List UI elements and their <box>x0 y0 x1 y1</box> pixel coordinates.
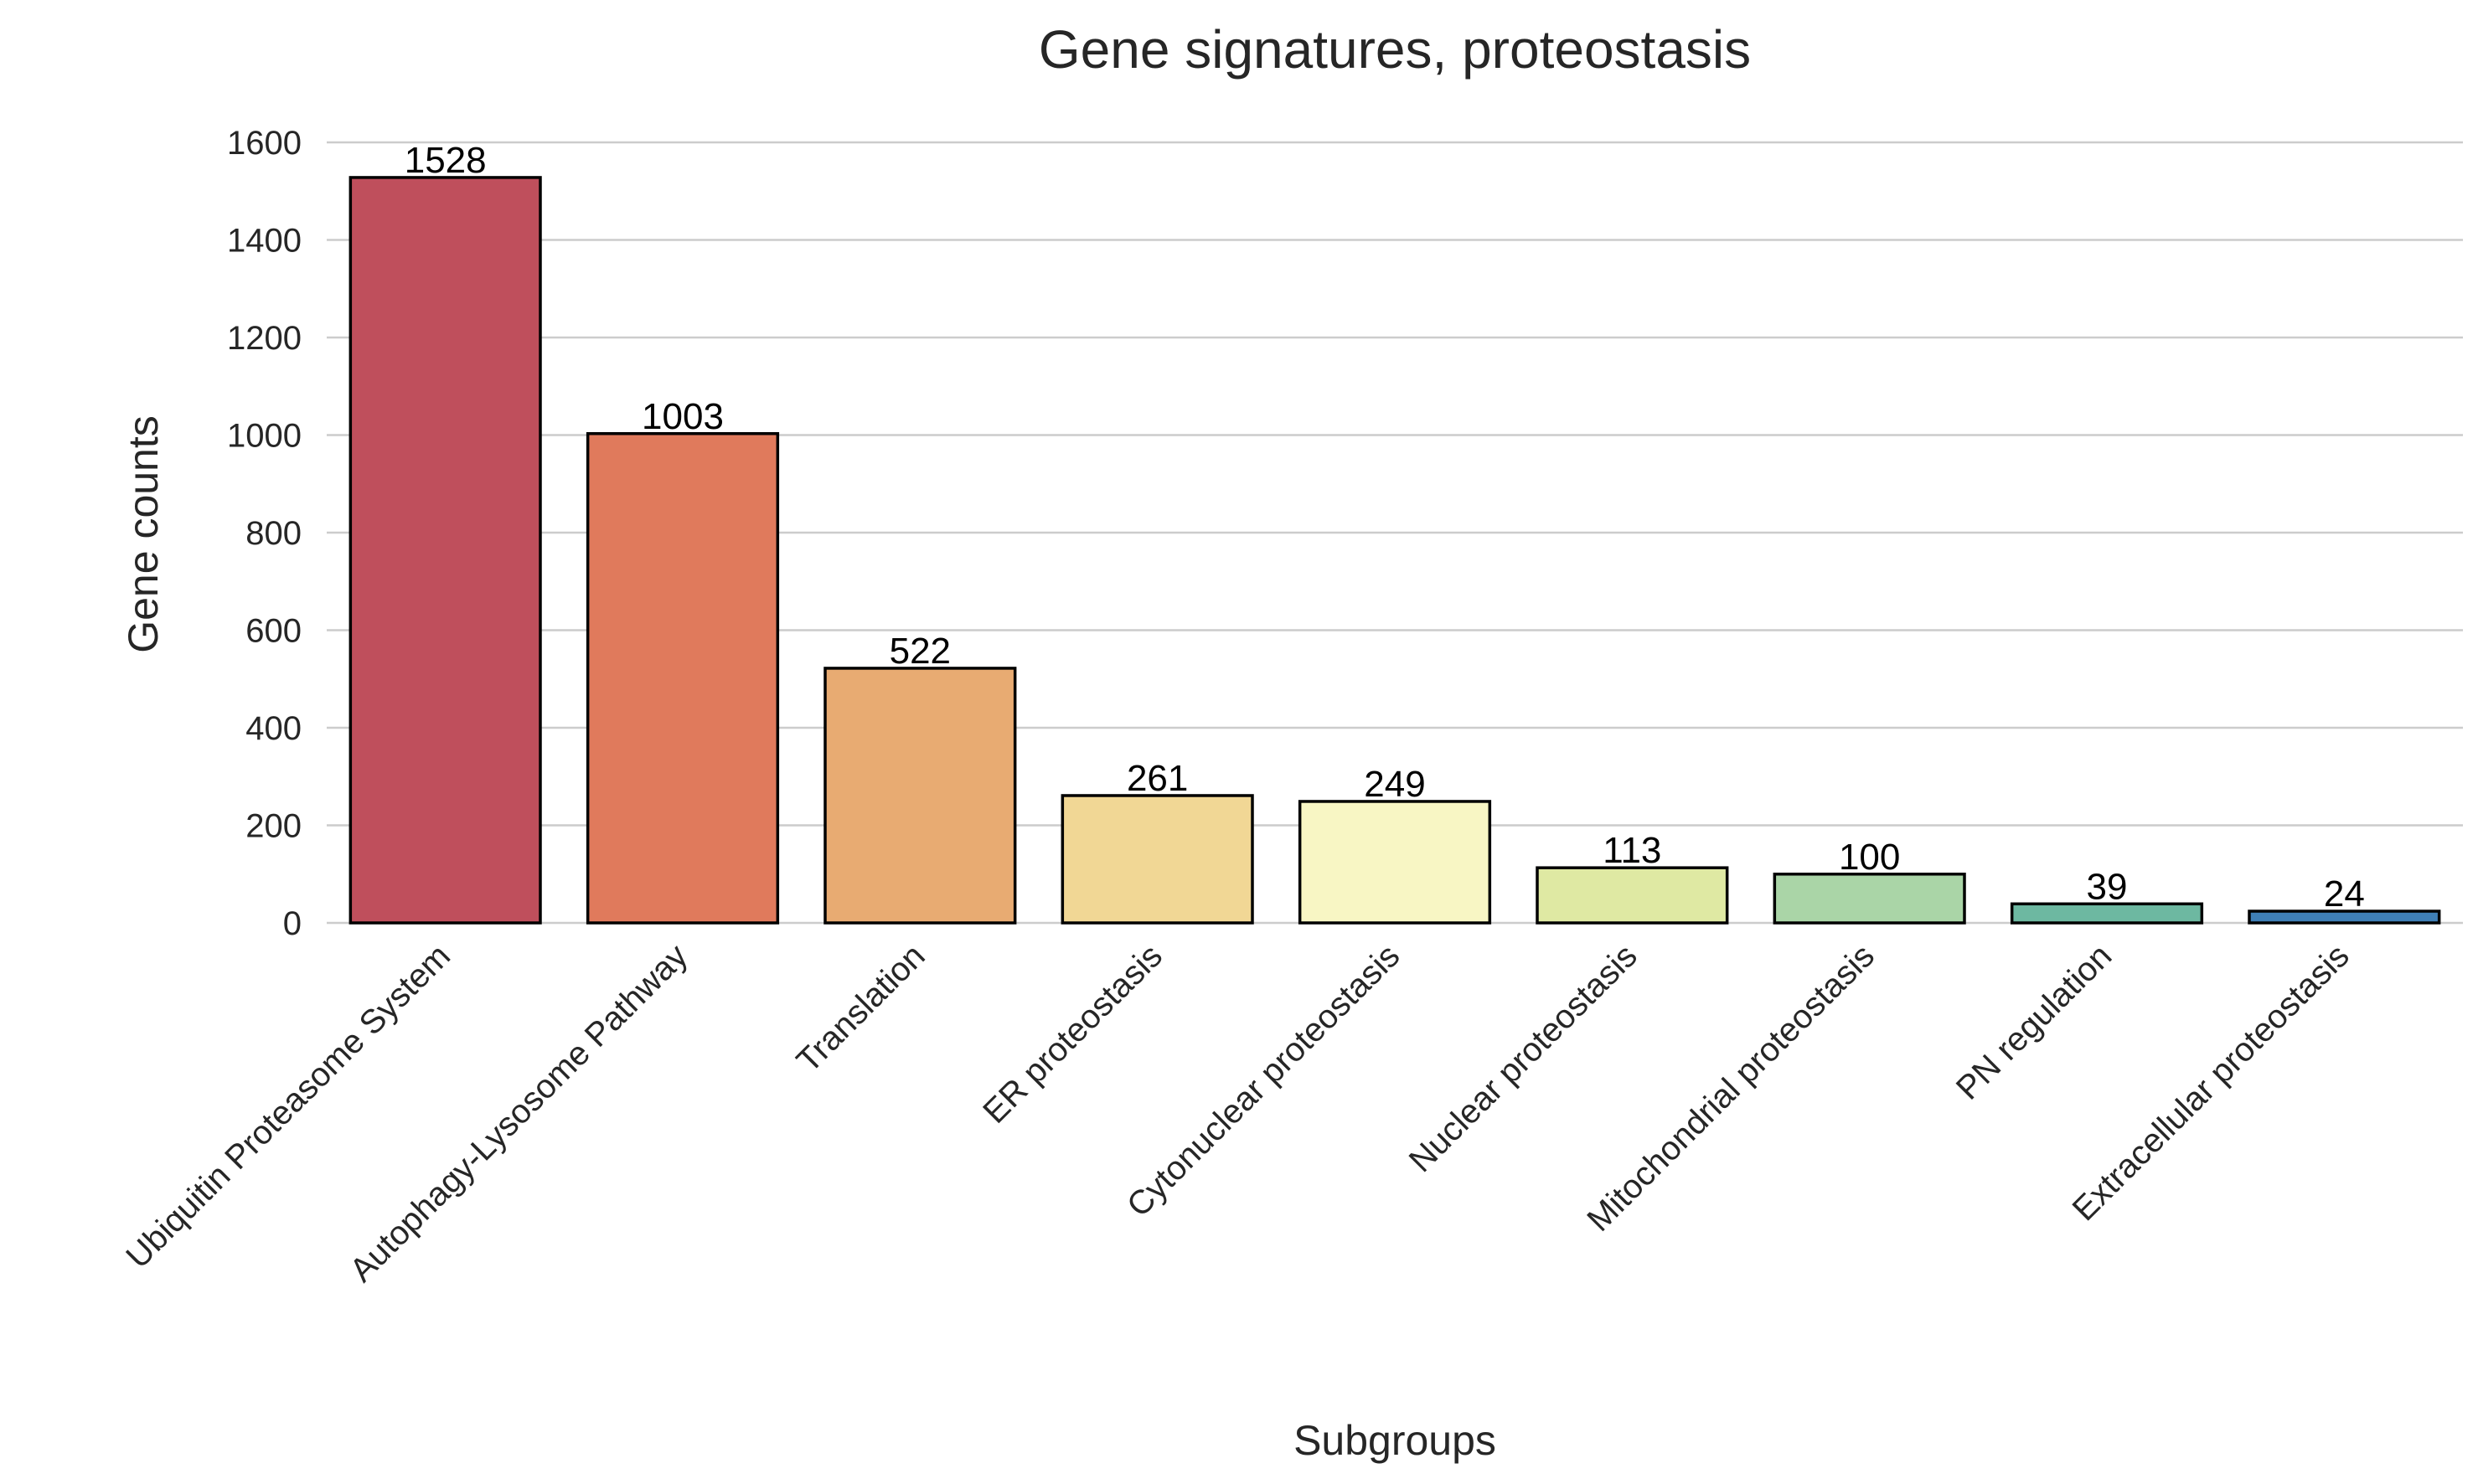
bar-value-label: 1003 <box>642 396 724 437</box>
x-axis-ticks: Ubiquitin Proteasome SystemAutophagy-Lys… <box>119 937 2356 1289</box>
bars <box>348 176 2441 925</box>
bar-value-label: 24 <box>2324 873 2365 915</box>
y-tick-label: 1600 <box>227 125 302 162</box>
chart-title: Gene signatures, proteostasis <box>1039 19 1751 80</box>
bar-1 <box>348 176 542 925</box>
bar-value-label: 113 <box>1603 830 1661 871</box>
y-tick-label: 600 <box>245 613 302 650</box>
bar-value-label: 261 <box>1127 758 1188 799</box>
bar-value-label: 522 <box>890 631 951 672</box>
x-tick-label: Cytonuclear proteostasis <box>1120 937 1407 1224</box>
x-tick-label: Nuclear proteostasis <box>1402 937 1644 1179</box>
bar-value-label: 1528 <box>405 140 487 181</box>
x-tick-label: Extracellular proteostasis <box>2066 937 2357 1228</box>
bar-4 <box>1061 794 1254 925</box>
bar-value-label: 249 <box>1364 764 1425 805</box>
x-axis-title: Subgroups <box>1293 1417 1496 1464</box>
y-tick-label: 800 <box>245 515 302 552</box>
y-tick-label: 400 <box>245 710 302 747</box>
bar-3 <box>823 667 1017 925</box>
y-tick-label: 0 <box>283 905 302 942</box>
bar-9 <box>2248 909 2441 925</box>
y-tick-label: 1200 <box>227 320 302 357</box>
y-axis-title: Gene counts <box>120 415 167 653</box>
y-tick-label: 1400 <box>227 223 302 260</box>
bar-value-label: 39 <box>2087 866 2128 907</box>
y-tick-label: 200 <box>245 808 302 845</box>
x-tick-label: Translation <box>790 937 932 1080</box>
bar-value-label: 100 <box>1839 837 1900 878</box>
bar-7 <box>1773 873 1966 925</box>
bar-2 <box>586 432 780 925</box>
x-tick-label: Mitochondrial proteostasis <box>1580 937 1882 1239</box>
bar-value-labels: 1528 1003 522 261 249 113 100 39 24 <box>405 140 2365 915</box>
y-tick-label: 1000 <box>227 418 302 455</box>
x-tick-label: PN regulation <box>1949 937 2119 1106</box>
bar-6 <box>1536 866 1729 925</box>
y-axis-ticks: 0 200 400 600 800 1000 1200 1400 1600 <box>227 125 302 942</box>
bar-5 <box>1298 800 1492 925</box>
x-tick-label: ER proteostasis <box>976 937 1169 1131</box>
bar-8 <box>2010 902 2204 925</box>
